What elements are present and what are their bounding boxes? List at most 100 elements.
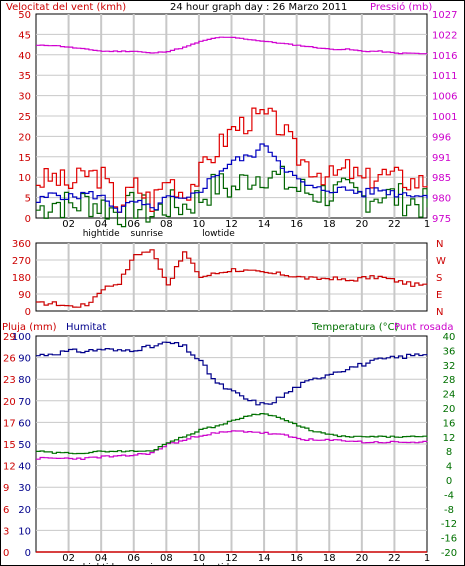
hour-tick-label: 02 bbox=[62, 553, 75, 564]
wind-speed-tick-label: 0 bbox=[25, 214, 31, 225]
temperature-tick-label: 0 bbox=[446, 476, 452, 487]
compass-tick-label: S bbox=[436, 273, 442, 284]
wind-speed-tick-label: 45 bbox=[18, 30, 31, 41]
rain-tick-label: 3 bbox=[3, 526, 9, 537]
temperature-series bbox=[36, 413, 428, 455]
temperature-tick-label: -12 bbox=[441, 519, 457, 530]
wind-gust-series bbox=[36, 107, 428, 213]
temperature-tick-label: -8 bbox=[444, 505, 454, 516]
dewpoint-label: Punt rosada bbox=[394, 322, 453, 333]
wind-speed-tick-label: 10 bbox=[18, 173, 31, 184]
humidity-tick-label: 100 bbox=[12, 332, 31, 343]
humidity-series bbox=[36, 341, 428, 406]
hour-tick-label: 06 bbox=[127, 553, 140, 564]
humidity-tick-label: 80 bbox=[18, 375, 31, 386]
rain-tick-label: 29 bbox=[3, 332, 16, 343]
temperature-tick-label: 4 bbox=[446, 462, 452, 473]
hour-tick-label: 08 bbox=[160, 219, 173, 230]
hour-tick-label: 14 bbox=[258, 219, 271, 230]
rain-tick-label: 23 bbox=[3, 375, 16, 386]
pressure-tick-label: 1011 bbox=[432, 71, 457, 82]
temperature-tick-label: 40 bbox=[443, 332, 456, 343]
temperature-tick-label: 36 bbox=[443, 346, 456, 357]
hour-tick-label: 22 bbox=[388, 219, 401, 230]
wind-speed-tick-label: 50 bbox=[18, 10, 31, 21]
wind-speed-tick-label: 30 bbox=[18, 92, 31, 103]
tide-sun-marker: lowtide bbox=[202, 563, 235, 566]
hour-tick-label: 04 bbox=[95, 219, 108, 230]
temperature-tick-label: 12 bbox=[443, 433, 456, 444]
humidity-tick-label: 10 bbox=[18, 526, 31, 537]
hour-tick-label: 18 bbox=[323, 219, 336, 230]
wind-speed-tick-label: 40 bbox=[18, 51, 31, 62]
rain-tick-label: 12 bbox=[3, 462, 16, 473]
hour-tick-label: 18 bbox=[323, 553, 336, 564]
rain-tick-label: 6 bbox=[3, 505, 9, 516]
wind-speed-tick-label: 35 bbox=[18, 71, 31, 82]
humidity-tick-label: 0 bbox=[25, 548, 31, 559]
tide-sun-marker: hightide bbox=[83, 563, 120, 566]
pressure-label: Pressió (mb) bbox=[370, 1, 432, 13]
dewpoint-series bbox=[36, 430, 428, 460]
compass-tick-label: N bbox=[436, 307, 443, 318]
tide-sun-marker: sunrise bbox=[131, 229, 164, 239]
humidity-tick-label: 90 bbox=[18, 354, 31, 365]
tide-sun-marker: sunrise bbox=[131, 563, 164, 566]
wind-direction-tick-label: 270 bbox=[12, 256, 31, 267]
temperature-tick-label: -4 bbox=[444, 490, 454, 501]
rain-label: Pluja (mm) bbox=[2, 322, 57, 333]
compass-tick-label: W bbox=[436, 256, 446, 267]
wind-speed-tick-label: 15 bbox=[18, 153, 31, 164]
pressure-tick-label: 1022 bbox=[432, 30, 457, 41]
humidity-tick-label: 20 bbox=[18, 505, 31, 516]
hour-tick-label: 08 bbox=[160, 553, 173, 564]
wind-speed-tick-label: 20 bbox=[18, 132, 31, 143]
wind-speed-label: Velocitat del vent (kmh) bbox=[6, 2, 126, 13]
rain-tick-label: 26 bbox=[3, 354, 16, 365]
tide-sun-marker: lowtide bbox=[202, 229, 235, 239]
pressure-tick-label: 1001 bbox=[432, 112, 457, 123]
pressure-tick-label: 1006 bbox=[432, 92, 457, 103]
wind-direction-tick-label: 0 bbox=[25, 307, 31, 318]
wind-direction-tick-label: 360 bbox=[12, 239, 31, 250]
temperature-tick-label: 8 bbox=[446, 447, 452, 458]
rain-tick-label: 0 bbox=[3, 548, 9, 559]
tide-sun-marker: hightide bbox=[83, 229, 120, 239]
humidity-tick-label: 50 bbox=[18, 440, 31, 451]
humidity-tick-label: 30 bbox=[18, 483, 31, 494]
pressure-tick-label: 991 bbox=[432, 153, 451, 164]
pressure-tick-label: 980 bbox=[432, 194, 451, 205]
rain-tick-label: 15 bbox=[3, 440, 16, 451]
temperature-tick-label: 28 bbox=[443, 375, 456, 386]
temperature-tick-label: 16 bbox=[443, 418, 456, 429]
pressure-tick-label: 1027 bbox=[432, 10, 457, 21]
wind-speed-tick-label: 25 bbox=[18, 112, 31, 123]
humidity-tick-label: 60 bbox=[18, 418, 31, 429]
hour-tick-label: 10 bbox=[193, 219, 206, 230]
compass-tick-label: N bbox=[436, 239, 443, 250]
humidity-tick-label: 70 bbox=[18, 397, 31, 408]
rain-tick-label: 17 bbox=[3, 418, 16, 429]
hour-tick-label: 04 bbox=[95, 553, 108, 564]
wind-direction-tick-label: 180 bbox=[12, 273, 31, 284]
graph-title: 24 hour graph day : 26 Marzo 2011 bbox=[170, 2, 347, 13]
rain-tick-label: 20 bbox=[3, 397, 16, 408]
pressure-tick-label: 1016 bbox=[432, 51, 457, 62]
chart-panels: 0510152025303540455097598098599199610011… bbox=[3, 10, 457, 566]
hour-tick-end: 1 bbox=[424, 553, 430, 564]
temperature-tick-label: 20 bbox=[443, 404, 456, 415]
humidity-tick-label: 40 bbox=[18, 462, 31, 473]
hour-tick-label: 02 bbox=[62, 219, 75, 230]
hour-tick-label: 10 bbox=[193, 553, 206, 564]
hour-tick-label: 20 bbox=[355, 219, 368, 230]
temperature-tick-label: -16 bbox=[441, 534, 457, 545]
hour-tick-label: 12 bbox=[225, 553, 238, 564]
hour-tick-label: 16 bbox=[290, 219, 303, 230]
hour-tick-label: 16 bbox=[290, 553, 303, 564]
hour-tick-label: 06 bbox=[127, 219, 140, 230]
pressure-tick-label: 975 bbox=[432, 214, 451, 225]
hour-tick-label: 20 bbox=[355, 553, 368, 564]
wind-direction-tick-label: 90 bbox=[18, 290, 31, 301]
hour-tick-end: 1 bbox=[424, 219, 430, 230]
